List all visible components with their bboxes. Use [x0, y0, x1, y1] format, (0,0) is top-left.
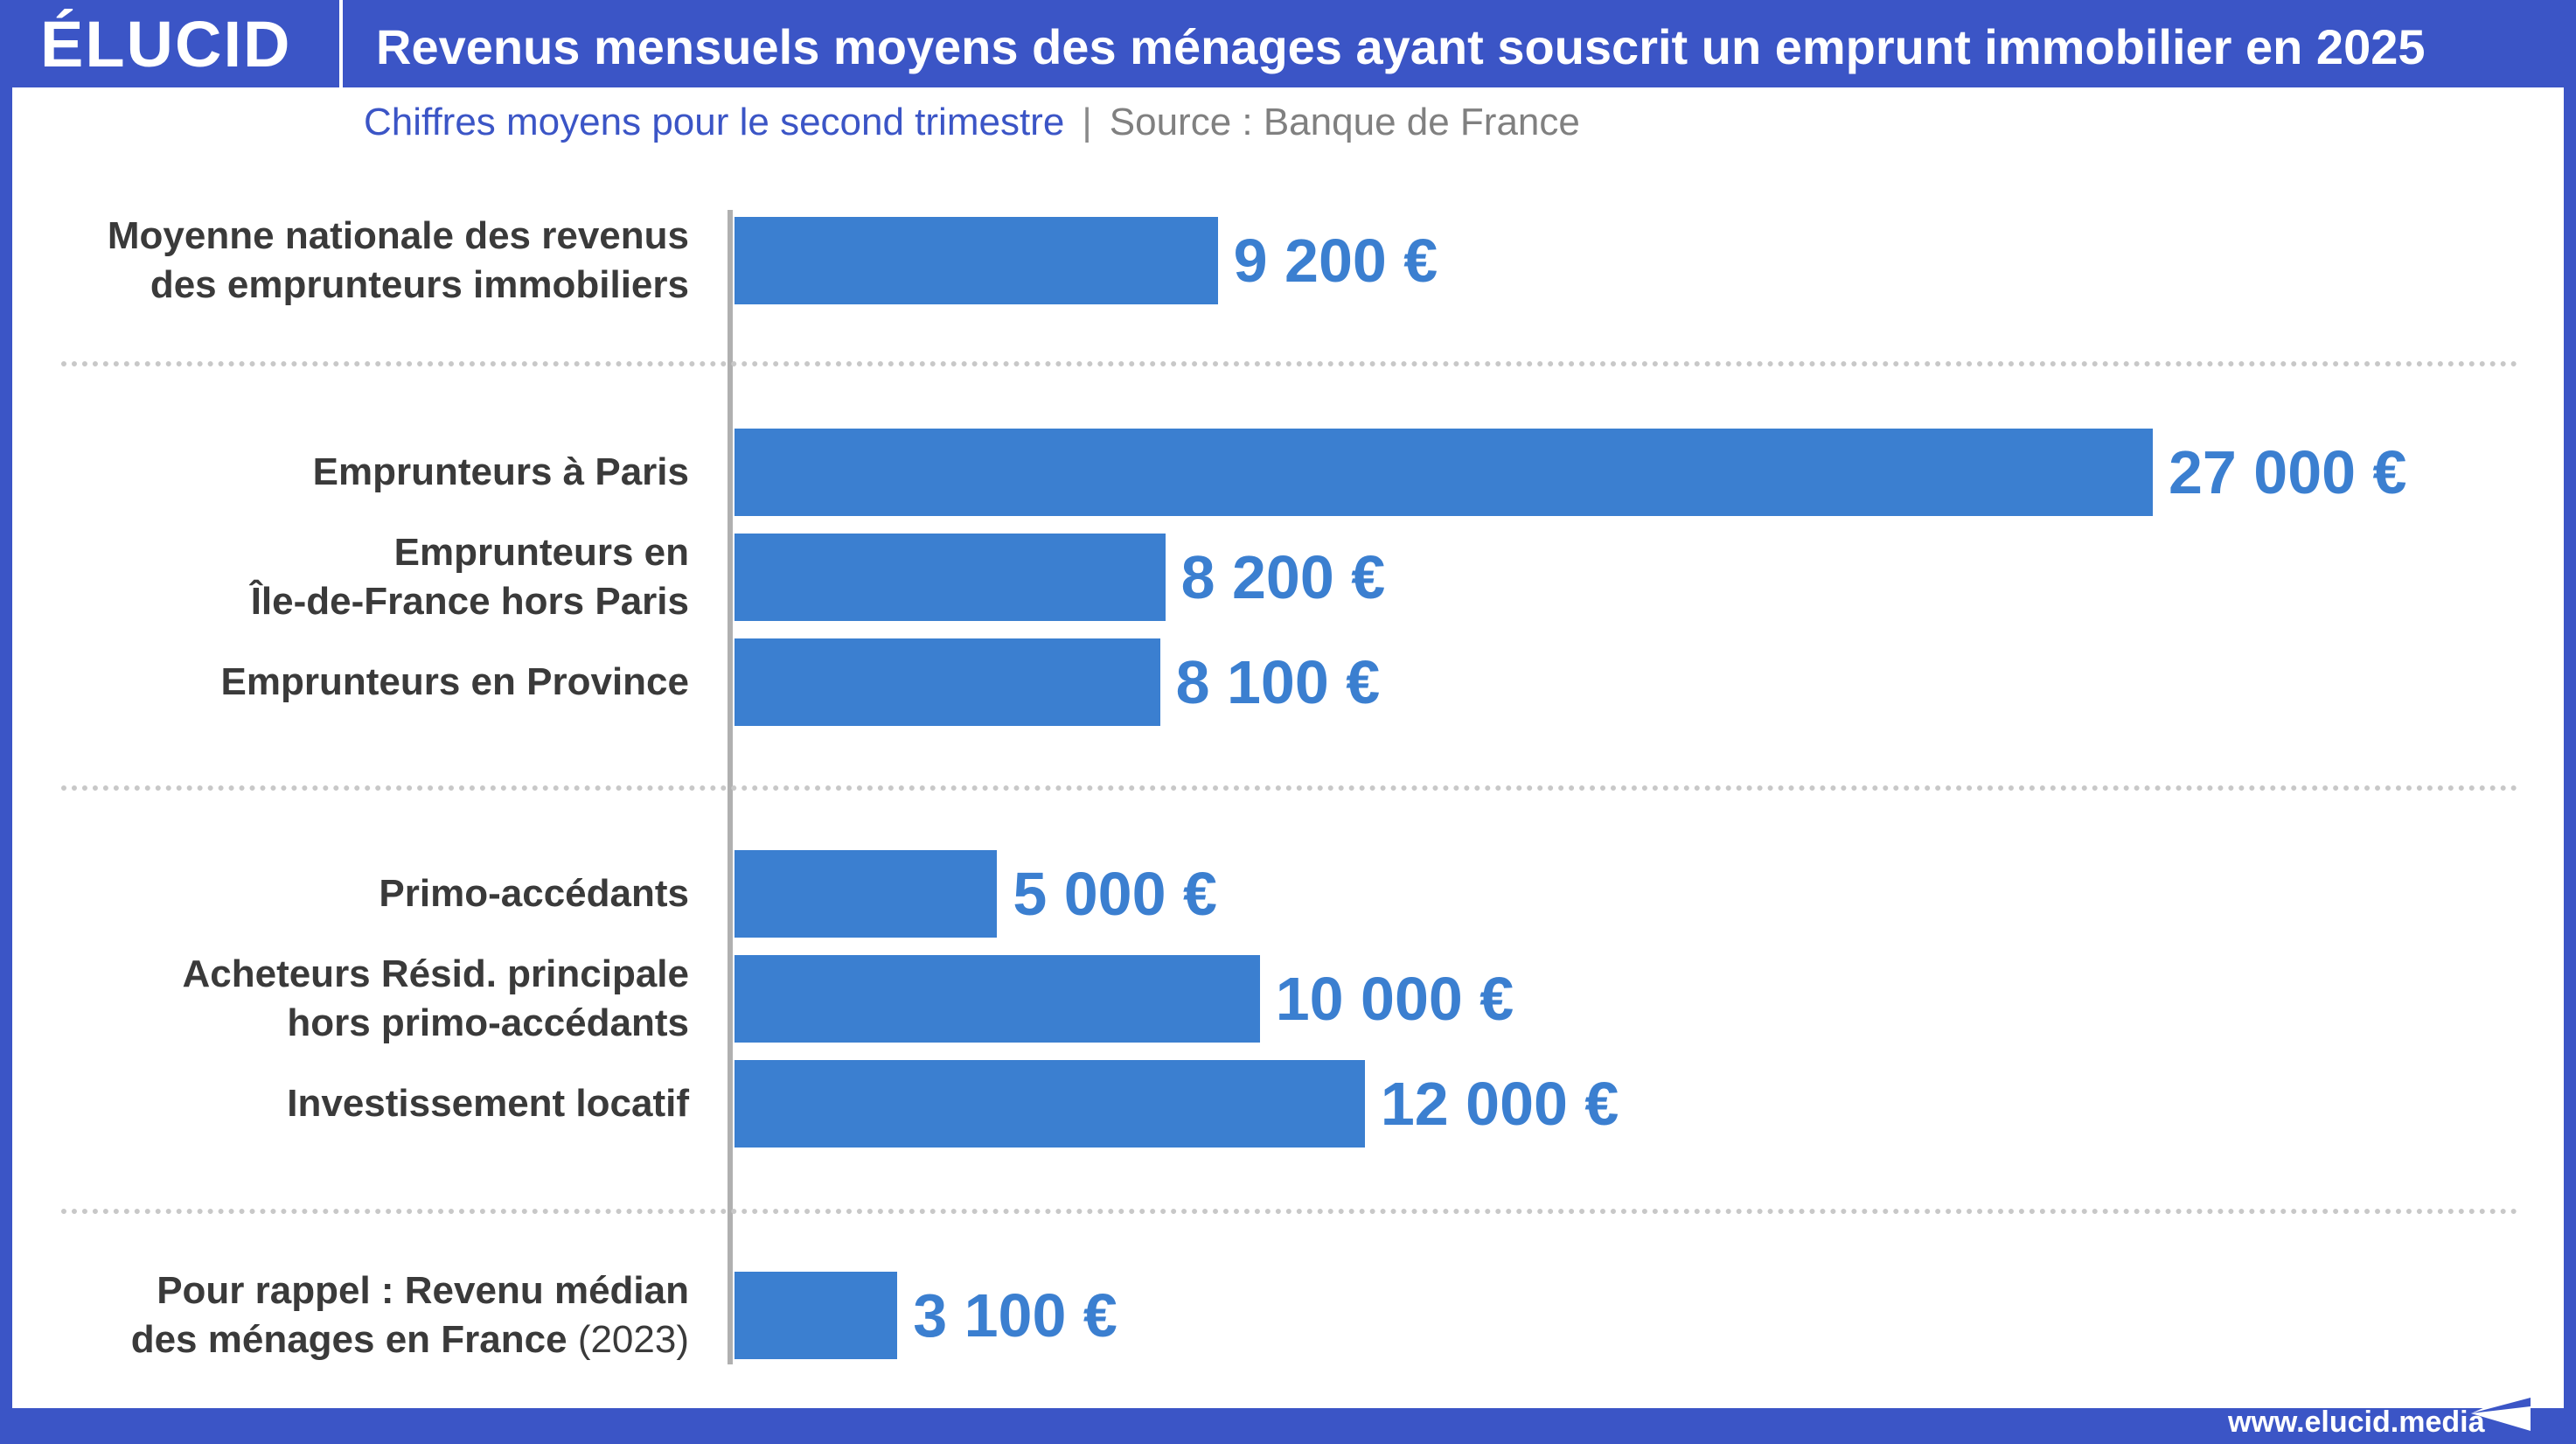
subtitle-separator: |	[1082, 101, 1092, 143]
footer-url[interactable]: www.elucid.media	[2228, 1406, 2485, 1439]
group-divider	[61, 785, 2518, 791]
bar	[735, 955, 1260, 1043]
elucid-logo: ÉLUCID	[40, 8, 292, 80]
category-label: Emprunteurs à Paris	[312, 450, 689, 493]
category-label: Emprunteurs en Province	[220, 660, 689, 703]
category-label: Emprunteurs en Île-de-France hors Paris	[250, 531, 689, 623]
value-label: 9 200 €	[1233, 227, 1438, 295]
bar	[735, 638, 1160, 726]
header-separator	[339, 0, 343, 87]
bar	[735, 534, 1166, 621]
group-divider	[61, 361, 2518, 366]
source-text: Source : Banque de France	[1109, 101, 1580, 143]
category-label: Acheteurs Résid. principale hors primo-ac…	[182, 952, 689, 1044]
chart-subtitle: Chiffres moyens pour le second trimestre…	[364, 96, 1580, 149]
category-label: Moyenne nationale des revenus des emprunt…	[107, 214, 689, 306]
category-label: Investissement locatif	[287, 1082, 689, 1125]
value-label: 10 000 €	[1275, 965, 1514, 1033]
value-label: 12 000 €	[1380, 1070, 1619, 1138]
bar	[735, 1272, 898, 1359]
subtitle-text: Chiffres moyens pour le second trimestre	[364, 101, 1065, 143]
category-label: Pour rappel : Revenu médian des ménages e…	[130, 1269, 689, 1361]
value-label: 3 100 €	[913, 1281, 1117, 1350]
paper-plane-icon	[2471, 1387, 2531, 1431]
value-label: 8 200 €	[1180, 543, 1386, 611]
header-bar: ÉLUCID Revenus mensuels moyens des ménag…	[0, 0, 2576, 87]
group-divider	[61, 1209, 2518, 1214]
bar	[735, 850, 998, 938]
value-label: 27 000 €	[2169, 438, 2407, 506]
bar	[735, 429, 2153, 516]
chart-title: Revenus mensuels moyens des ménages ayan…	[376, 19, 2426, 74]
bar	[735, 217, 1218, 304]
category-label: Primo-accédants	[379, 872, 689, 915]
bar	[735, 1060, 1365, 1148]
value-label: 5 000 €	[1013, 860, 1217, 928]
chart-panel	[12, 87, 2564, 1408]
value-label: 8 100 €	[1175, 648, 1381, 716]
